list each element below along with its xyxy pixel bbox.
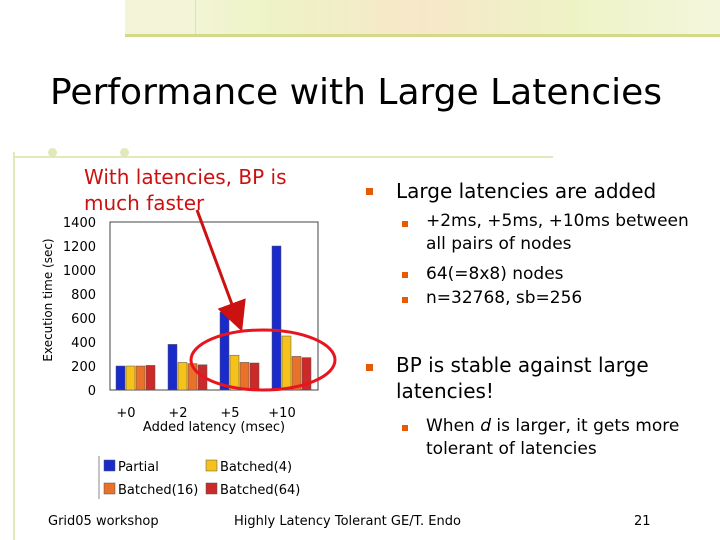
y-tick-label: 600 — [71, 312, 96, 327]
header-banner — [125, 0, 720, 36]
legend-swatch — [205, 459, 218, 472]
slide-title: Performance with Large Latencies — [50, 72, 663, 113]
x-tick-label: +5 — [220, 406, 239, 421]
legend-label: Batched(16) — [118, 483, 198, 498]
bar-batched-4- — [177, 362, 188, 391]
x-axis-label: Added latency (msec) — [143, 420, 285, 435]
chart-annotation: With latencies, BP is much faster — [84, 165, 287, 215]
bar-partial — [271, 245, 282, 391]
legend-label: Batched(64) — [220, 483, 300, 498]
y-tick-label: 200 — [71, 360, 96, 375]
y-tick-label: 1200 — [63, 240, 96, 255]
legend-swatch — [205, 482, 218, 495]
y-axis-label: Execution time (sec) — [41, 238, 55, 361]
bar-partial — [219, 311, 230, 391]
bar-batched-16- — [291, 356, 302, 391]
bullet-marker — [402, 272, 408, 278]
bar-batched-16- — [239, 362, 250, 391]
bullet-2-sub-1-suffix: is larger, it gets more tolerant of late… — [426, 416, 680, 459]
annotation-ellipse — [189, 328, 337, 392]
bar-batched-4- — [125, 365, 136, 391]
bar-batched-64- — [249, 362, 260, 391]
y-tick-label: 800 — [71, 288, 96, 303]
bullet-2-sub-1-prefix: When — [426, 416, 481, 436]
footer-page-number: 21 — [634, 514, 651, 529]
bullet-1-text: Large latencies are added — [396, 179, 657, 203]
bullet-marker — [402, 297, 408, 303]
bullet-marker — [402, 425, 408, 431]
bullet-1-sub-3: n=32768, sb=256 — [426, 288, 583, 308]
legend-swatch — [103, 459, 116, 472]
legend-label: Partial — [118, 460, 159, 475]
bullet-2-text: BP is stable against large latencies! — [396, 353, 649, 403]
y-tick-label: 1000 — [63, 264, 96, 279]
x-tick-label: +2 — [168, 406, 187, 421]
legend-box — [96, 454, 306, 501]
bar-partial — [167, 344, 178, 391]
y-tick-label: 400 — [71, 336, 96, 351]
decorative-dot — [48, 148, 57, 157]
legend-label: Batched(4) — [220, 460, 292, 475]
bullet-marker — [402, 221, 408, 227]
bar-batched-64- — [145, 365, 156, 391]
bullet-1-sub-1: +2ms, +5ms, +10ms between all pairs of n… — [426, 211, 689, 254]
x-tick-label: +10 — [268, 406, 295, 421]
bar-batched-4- — [229, 354, 240, 391]
bullet-1-sub-2: 64(=8x8) nodes — [426, 264, 564, 284]
y-tick-label: 1400 — [63, 216, 96, 231]
bar-batched-4- — [281, 335, 292, 391]
header-banner-panel — [125, 0, 196, 36]
bar-partial — [115, 365, 126, 391]
bullet-2-sub-1-variable: d — [480, 416, 492, 436]
bullet-marker — [366, 188, 373, 195]
header-banner-strip — [125, 34, 720, 37]
decorative-dot — [120, 148, 129, 157]
decorative-vertical-rule — [13, 152, 15, 540]
bullet-2-sub-1: When d is larger, it gets more tolerant … — [426, 415, 706, 461]
bar-batched-64- — [301, 357, 312, 391]
legend-swatch — [103, 482, 116, 495]
footer-left: Grid05 workshop — [48, 514, 159, 529]
bullet-marker — [366, 364, 373, 371]
y-tick-label: 0 — [88, 384, 96, 399]
footer-center: Highly Latency Tolerant GE/T. Endo — [234, 514, 461, 529]
bar-batched-16- — [135, 365, 146, 391]
annotation-arrow — [195, 209, 246, 332]
decorative-horizontal-rule — [13, 156, 553, 158]
x-tick-label: +0 — [116, 406, 135, 421]
